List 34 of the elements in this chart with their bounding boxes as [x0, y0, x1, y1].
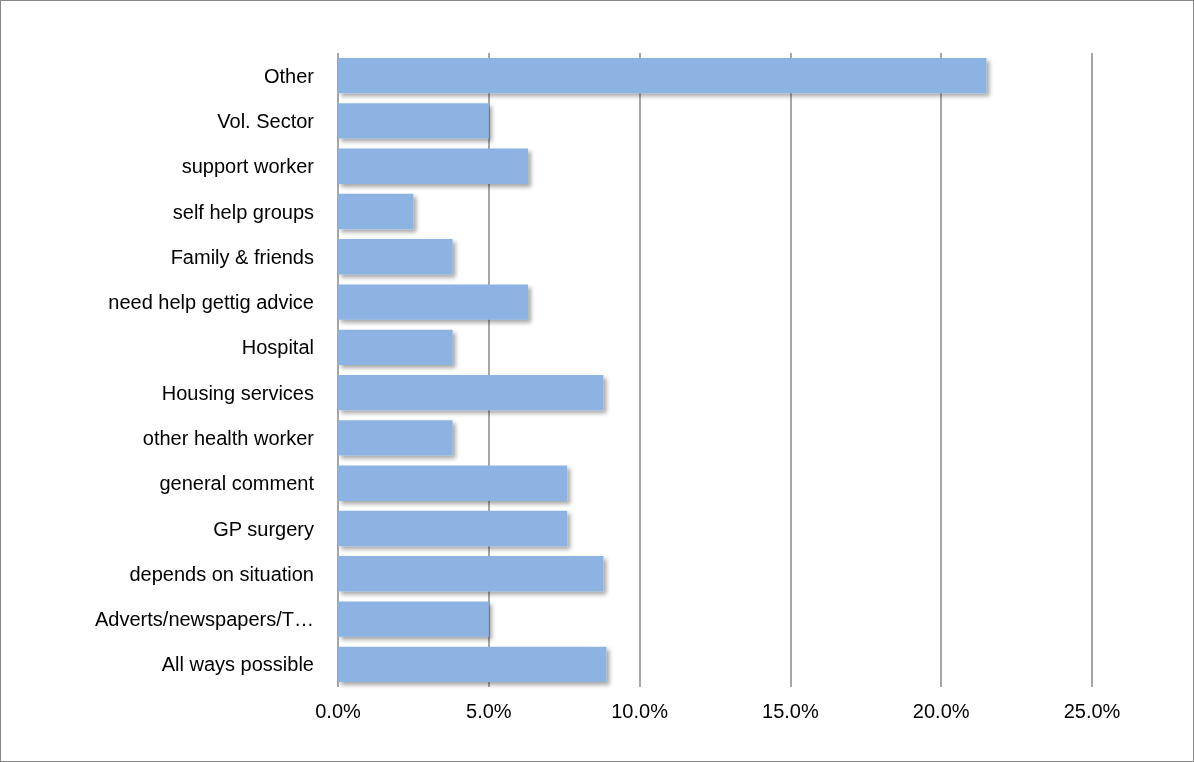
y-tick-label: need help gettig advice — [108, 291, 314, 314]
x-tick-label: 15.0% — [762, 700, 819, 722]
y-tick-label: self help groups — [172, 200, 314, 223]
x-tick-label: 20.0% — [912, 700, 970, 722]
y-tick-label: Adverts/newspapers/T… — [95, 608, 314, 631]
y-tick-label: depends on situation — [129, 562, 314, 585]
bar — [338, 284, 529, 320]
bar — [338, 103, 489, 139]
y-tick-label: Housing services — [161, 381, 314, 404]
bar — [338, 57, 987, 94]
x-tick-label: 5.0% — [466, 700, 512, 722]
y-tick-label: support worker — [181, 155, 315, 178]
x-tick-label: 10.0% — [611, 700, 669, 722]
bar — [338, 329, 453, 366]
bar — [338, 420, 453, 456]
y-tick-label: Hospital — [241, 336, 314, 359]
y-tick-label: other health worker — [142, 426, 315, 449]
x-tick-label: 0.0% — [315, 700, 362, 722]
y-tick-label: All ways possible — [161, 653, 314, 676]
x-tick-label: 25.0% — [1063, 700, 1121, 722]
bar — [338, 374, 604, 411]
bar — [338, 601, 489, 637]
y-tick-label: general comment — [159, 472, 315, 495]
y-tick-label: Family & friends — [170, 245, 314, 268]
y-tick-label: Vol. Sector — [217, 109, 315, 132]
y-tick-label: Other — [263, 64, 315, 87]
bar — [338, 646, 607, 683]
bar — [338, 239, 453, 275]
y-tick-label: GP surgery — [213, 517, 314, 540]
bar — [338, 556, 604, 592]
bar — [338, 148, 529, 184]
bar — [338, 193, 414, 230]
bar — [338, 510, 568, 547]
bar — [338, 465, 568, 501]
